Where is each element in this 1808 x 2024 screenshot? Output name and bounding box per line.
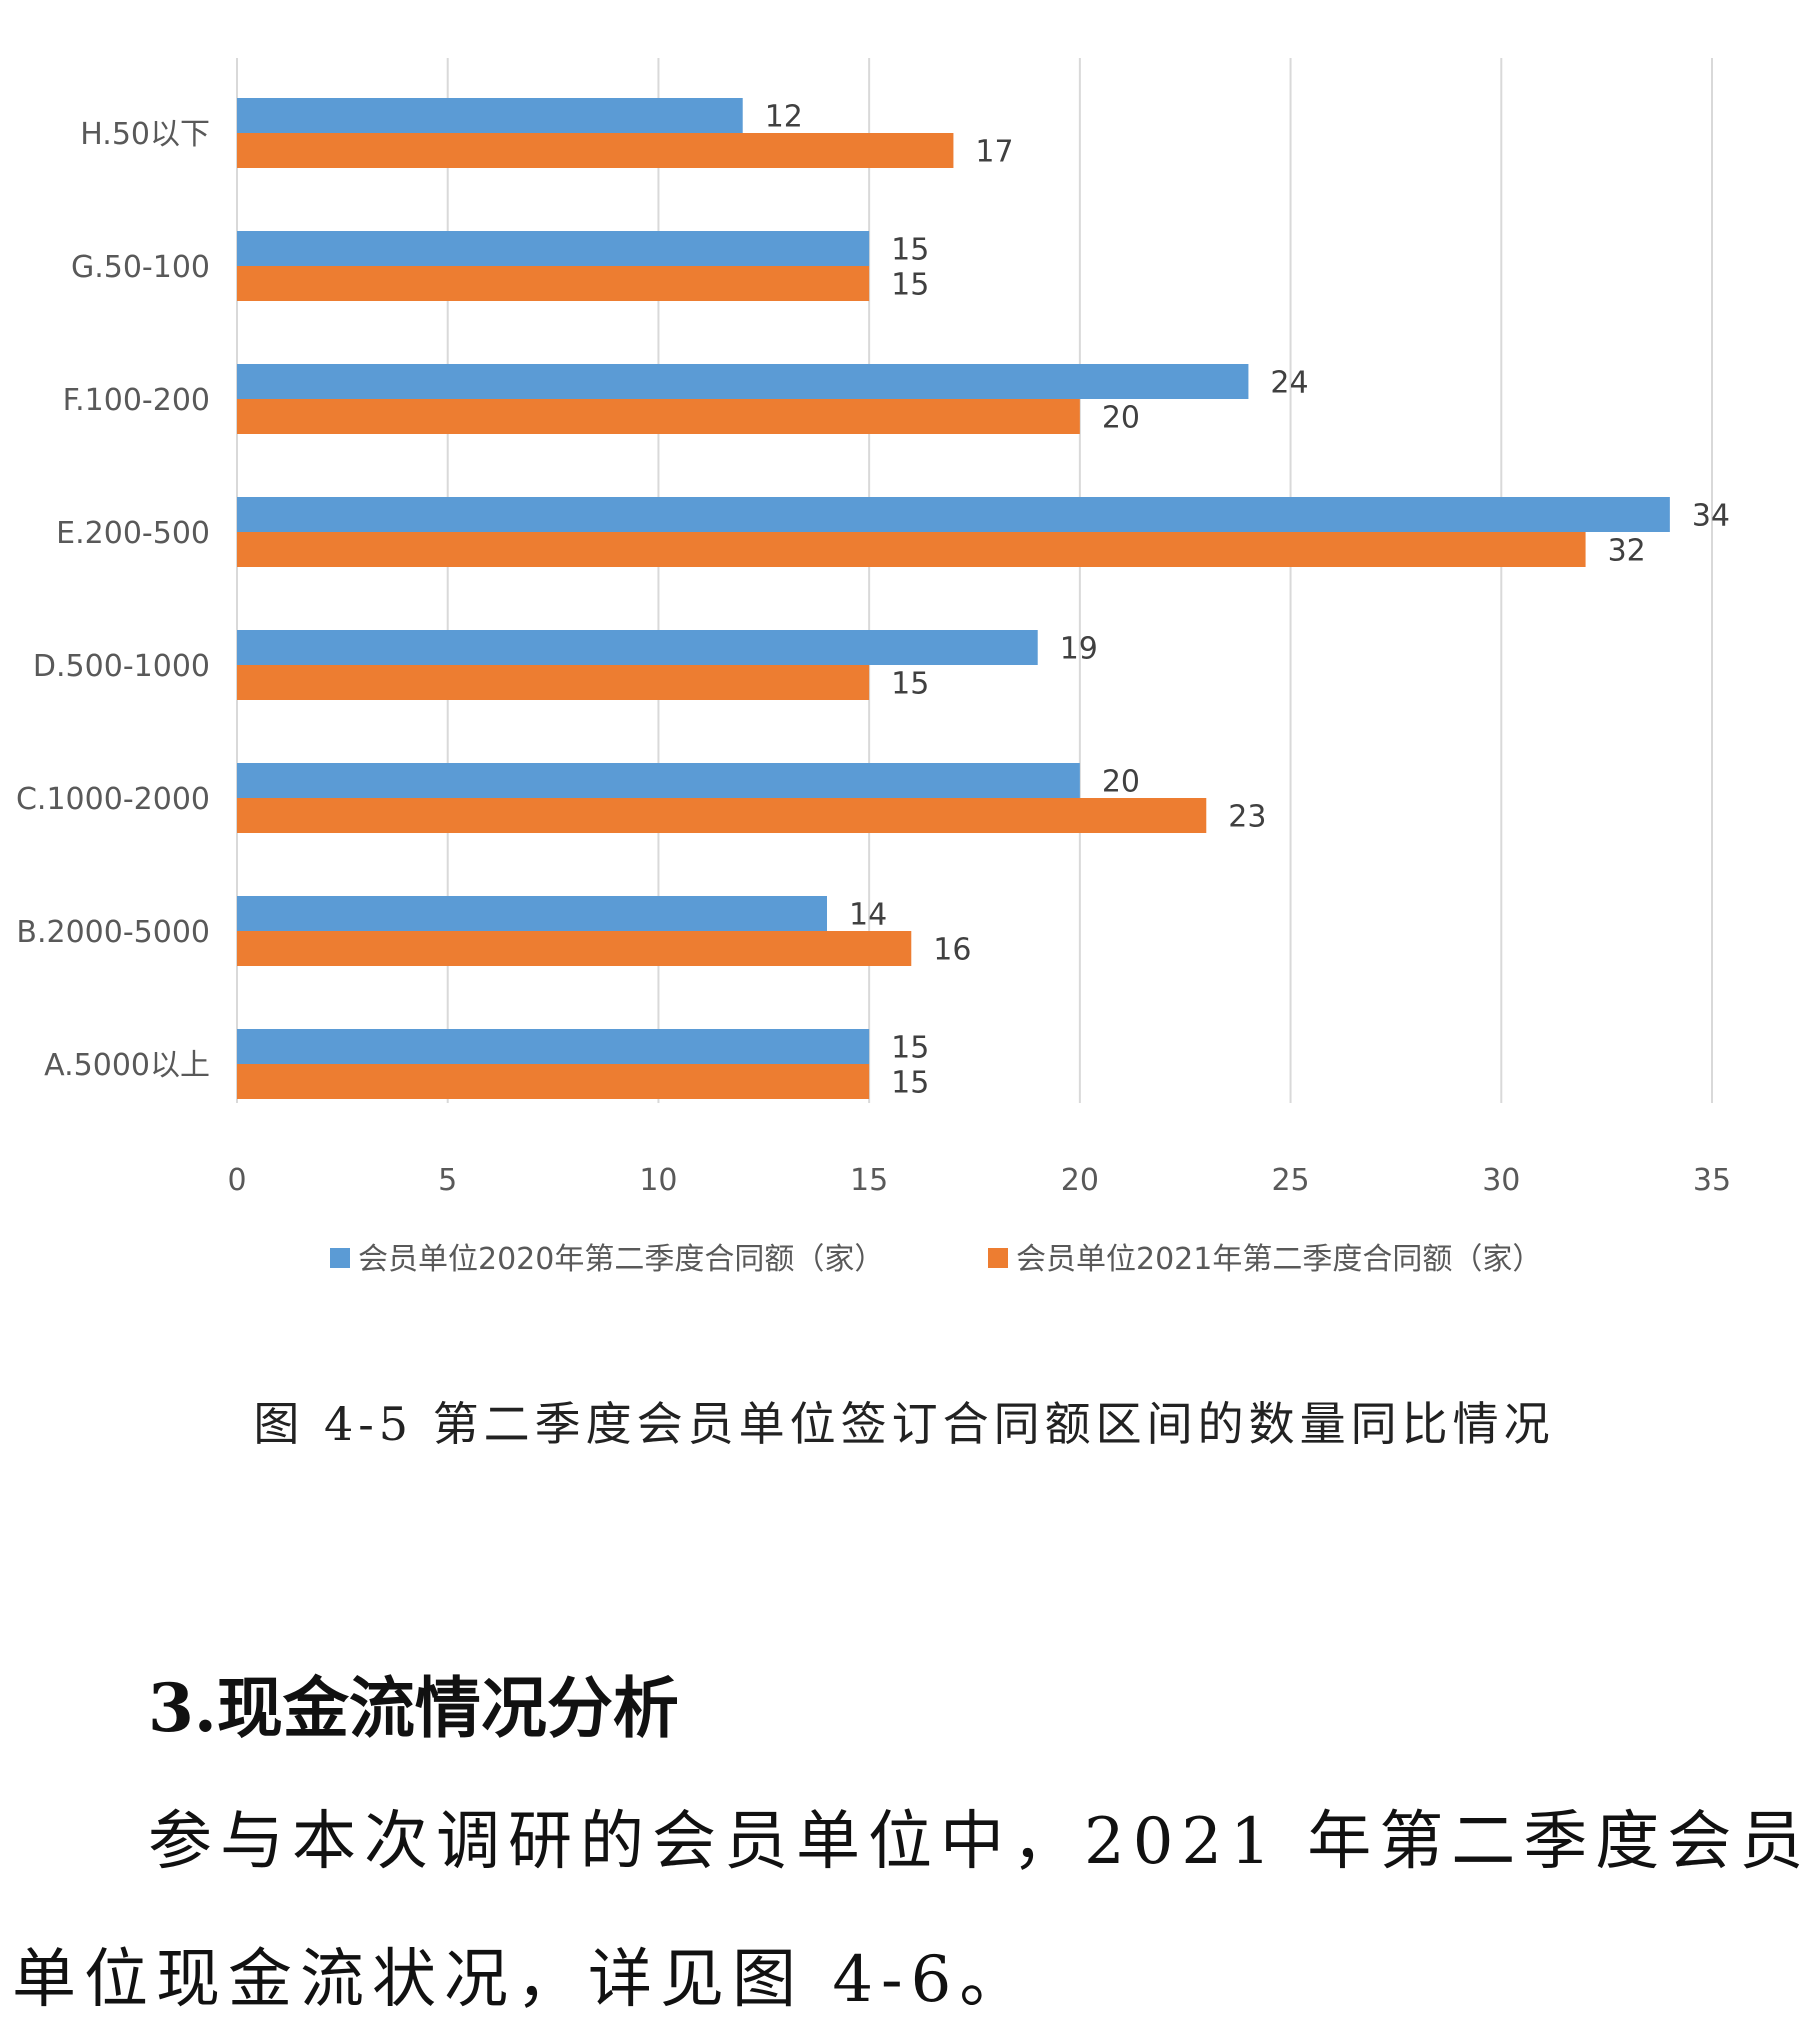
paragraph-line-2: 单位现金流状况，详见图 4-6。 xyxy=(12,1943,1032,2017)
data-label: 14 xyxy=(849,898,887,933)
bars xyxy=(237,98,1670,1099)
bar xyxy=(237,231,870,266)
bar xyxy=(237,497,1670,532)
bar xyxy=(237,532,1586,567)
figure-caption: 图 4-5 第二季度会员单位签订合同额区间的数量同比情况 xyxy=(253,1397,1555,1451)
legend-swatch xyxy=(988,1248,1008,1268)
category-label: D.500-1000 xyxy=(33,649,210,684)
bar xyxy=(237,364,1249,399)
x-tick-label: 15 xyxy=(850,1163,888,1198)
data-label: 15 xyxy=(891,1031,929,1066)
x-tick-label: 20 xyxy=(1061,1163,1099,1198)
data-label: 34 xyxy=(1692,499,1730,534)
category-label: C.1000-2000 xyxy=(16,782,210,817)
category-label: B.2000-5000 xyxy=(16,915,210,950)
bar xyxy=(237,798,1207,833)
data-label: 12 xyxy=(765,100,803,135)
bar xyxy=(237,630,1038,665)
legend-label: 会员单位2020年第二季度合同额（家） xyxy=(358,1242,884,1277)
data-label: 23 xyxy=(1228,800,1266,835)
bar xyxy=(237,665,870,700)
data-label: 15 xyxy=(891,1066,929,1101)
data-label: 32 xyxy=(1608,534,1646,569)
data-label: 20 xyxy=(1102,765,1140,800)
data-label: 16 xyxy=(933,933,971,968)
data-label: 19 xyxy=(1060,632,1098,667)
category-label: F.100-200 xyxy=(63,383,210,418)
x-tick-label: 25 xyxy=(1271,1163,1309,1198)
labels: 0 5 10 15 20 25 30 351217H.50以下1515G.50-1002420… xyxy=(16,100,1731,1199)
data-label: 20 xyxy=(1102,401,1140,436)
data-label: 15 xyxy=(891,667,929,702)
data-label: 15 xyxy=(891,233,929,268)
paragraph-line-1: 参与本次调研的会员单位中，2021 年第二季度会员 xyxy=(148,1805,1808,1879)
section-heading: 3.现金流情况分析 xyxy=(148,1669,679,1747)
x-tick-label: 35 xyxy=(1693,1163,1731,1198)
category-label: A.5000以上 xyxy=(44,1048,210,1083)
legend: 会员单位2020年第二季度合同额（家） 会员单位2021年第二季度合同额（家） xyxy=(330,1242,1542,1277)
bar xyxy=(237,98,743,133)
bar xyxy=(237,266,870,301)
bar xyxy=(237,399,1080,434)
bar xyxy=(237,1064,870,1099)
legend-label: 会员单位2021年第二季度合同额（家） xyxy=(1016,1242,1542,1277)
data-label: 17 xyxy=(975,135,1013,170)
x-tick-label: 10 xyxy=(639,1163,677,1198)
bar xyxy=(237,763,1080,798)
category-label: H.50以下 xyxy=(80,117,210,152)
bar xyxy=(237,133,954,168)
x-tick-label: 5 xyxy=(438,1163,457,1198)
x-tick-label: 30 xyxy=(1482,1163,1520,1198)
legend-swatch xyxy=(330,1248,350,1268)
bar-chart: 0 5 10 15 20 25 30 351217H.50以下1515G.50-1002420… xyxy=(16,58,1731,1277)
data-label: 15 xyxy=(891,268,929,303)
category-label: G.50-100 xyxy=(71,250,210,285)
x-tick-label: 0 xyxy=(227,1163,246,1198)
category-label: E.200-500 xyxy=(56,516,210,551)
data-label: 24 xyxy=(1270,366,1308,401)
bar xyxy=(237,931,912,966)
bar xyxy=(237,1029,870,1064)
bar xyxy=(237,896,827,931)
